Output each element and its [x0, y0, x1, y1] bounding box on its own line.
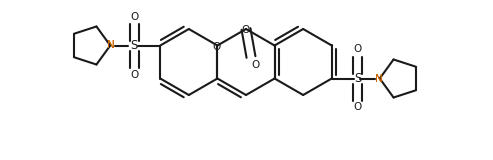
Text: N: N: [107, 40, 115, 51]
Text: N: N: [375, 73, 383, 84]
Text: O: O: [353, 44, 362, 55]
Text: O: O: [242, 25, 250, 35]
Text: S: S: [131, 39, 138, 52]
Text: O: O: [252, 60, 260, 70]
Text: S: S: [354, 72, 361, 85]
Text: O: O: [212, 41, 220, 52]
Text: N: N: [107, 40, 115, 51]
Text: O: O: [130, 69, 139, 80]
Text: N: N: [375, 73, 383, 84]
Text: O: O: [353, 103, 362, 112]
Text: O: O: [130, 12, 139, 21]
